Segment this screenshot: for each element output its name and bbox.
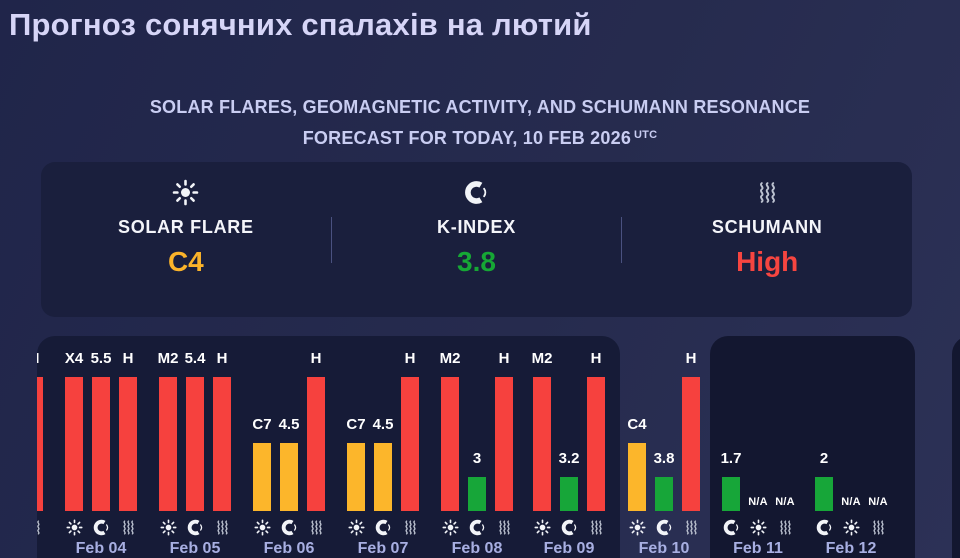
- bar-value-label: C4: [627, 416, 647, 433]
- k-index-value: 3.8: [457, 246, 496, 277]
- bars-row: C4 3.8 H: [627, 350, 700, 511]
- subtitle-line-2: FORECAST FOR TODAY, 10 FEB 2026 UTC: [302, 128, 658, 148]
- metric-icons-row: [628, 518, 700, 536]
- bar-schumann: [682, 377, 700, 511]
- bar-value-label: H: [37, 350, 39, 367]
- metric-icons-row: [37, 518, 43, 536]
- day-group: H: [37, 350, 43, 540]
- bar-schumann: [37, 377, 43, 511]
- schumann-value: High: [736, 246, 799, 277]
- bar-slot: H: [682, 350, 700, 511]
- summary-panel: SOLAR FLARE C4 K-INDEX 3.8 SCHUMANN High: [41, 162, 912, 317]
- chart-panel-next-edge: [952, 336, 960, 558]
- waves-icon: [37, 519, 40, 535]
- page-title: Прогноз сонячних спалахів на лютий: [9, 7, 592, 42]
- metric-icon-slot: [628, 518, 646, 536]
- card-divider: [621, 216, 623, 263]
- sun-icon: [173, 179, 199, 205]
- metric-icon-slot: [37, 518, 43, 536]
- bar-k-index: [655, 477, 673, 511]
- subtitle-line-1: SOLAR FLARES, GEOMAGNETIC ACTIVITY, AND …: [149, 97, 811, 117]
- magnet-icon: [656, 519, 671, 535]
- bars-row: H: [37, 350, 43, 511]
- bar-slot: 3.8: [653, 377, 675, 511]
- card-divider: [330, 216, 332, 263]
- waves-icon: [759, 181, 775, 203]
- bar-slot: C4: [627, 377, 647, 511]
- solar-flare-label: SOLAR FLARE: [117, 217, 254, 237]
- metric-icon-slot: [682, 518, 700, 536]
- day-group-today: C4 3.8 H Feb 10: [627, 350, 700, 558]
- solar-flare-value: C4: [167, 246, 204, 277]
- summary-card-k-index: K-INDEX 3.8: [332, 162, 622, 317]
- bar-value-label: 3.8: [653, 450, 675, 467]
- magnet-icon: [465, 180, 487, 204]
- chart-panel-future-days: [710, 336, 915, 558]
- schumann-label: SCHUMANN: [711, 217, 823, 237]
- summary-card-schumann: SCHUMANN High: [622, 162, 912, 317]
- metric-icon-slot: [655, 518, 673, 536]
- sun-icon: [628, 518, 646, 536]
- waves-icon: [685, 519, 697, 535]
- forecast-subtitle: SOLAR FLARES, GEOMAGNETIC ACTIVITY, AND …: [0, 93, 960, 152]
- date-label: Feb 10: [638, 540, 690, 557]
- utc-superscript: UTC: [634, 129, 658, 141]
- chart-panel-past-days: H: [37, 336, 620, 558]
- bar-slot: H: [37, 350, 43, 511]
- k-index-label: K-INDEX: [437, 217, 516, 237]
- bar-value-label: H: [685, 350, 697, 367]
- bar-solar-flare: [628, 443, 646, 511]
- summary-card-solar-flare: SOLAR FLARE C4: [41, 162, 331, 317]
